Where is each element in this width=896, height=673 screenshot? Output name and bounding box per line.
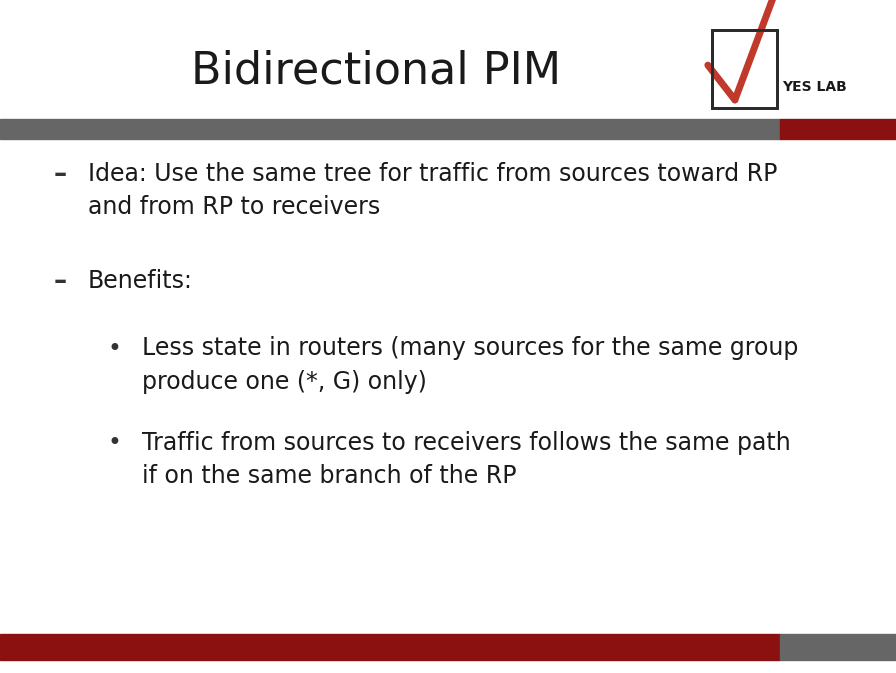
Text: Less state in routers (many sources for the same group
produce one (*, G) only): Less state in routers (many sources for … — [142, 336, 798, 394]
Bar — [0, 634, 780, 660]
Text: –: – — [54, 269, 67, 295]
Text: Traffic from sources to receivers follows the same path
if on the same branch of: Traffic from sources to receivers follow… — [142, 431, 790, 488]
Text: Benefits:: Benefits: — [88, 269, 193, 293]
Text: •: • — [108, 336, 121, 361]
Bar — [780, 634, 896, 660]
Text: Bidirectional PIM: Bidirectional PIM — [191, 49, 562, 92]
Text: YES LAB: YES LAB — [782, 81, 847, 94]
Text: Idea: Use the same tree for traffic from sources toward RP
and from RP to receiv: Idea: Use the same tree for traffic from… — [88, 162, 777, 219]
Bar — [780, 119, 896, 139]
Bar — [0, 119, 780, 139]
FancyBboxPatch shape — [712, 30, 777, 108]
Text: •: • — [108, 431, 121, 455]
Text: –: – — [54, 162, 67, 188]
Bar — [708, 0, 871, 111]
